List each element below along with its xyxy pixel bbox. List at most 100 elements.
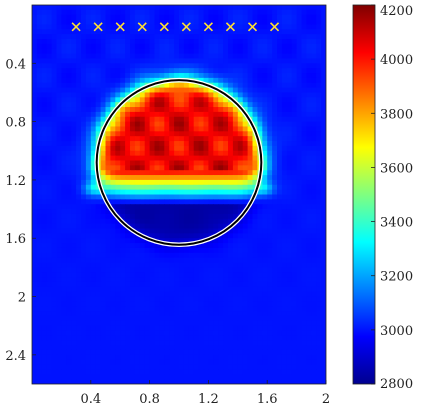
heatmap-cell xyxy=(41,9,48,16)
heatmap-cell xyxy=(134,354,141,361)
heatmap-cell xyxy=(32,131,38,137)
heatmap-cell xyxy=(213,277,219,283)
heatmap-cell xyxy=(203,24,209,30)
heatmap-cell xyxy=(71,306,77,312)
heatmap-cell xyxy=(105,238,111,244)
heatmap-cell xyxy=(115,63,121,69)
heatmap-cell xyxy=(281,233,288,239)
heatmap-cell xyxy=(154,267,160,273)
heatmap-cell xyxy=(272,155,278,162)
heatmap-cell xyxy=(159,63,165,69)
heatmap-cell xyxy=(174,379,180,384)
heatmap-cell xyxy=(95,272,102,278)
heatmap-cell xyxy=(281,184,288,191)
heatmap-cell xyxy=(306,136,312,142)
heatmap-cell xyxy=(232,87,239,94)
heatmap-cell xyxy=(174,97,180,103)
heatmap-cell xyxy=(228,262,234,268)
heatmap-cell xyxy=(286,238,293,244)
heatmap-cell xyxy=(169,330,175,337)
heatmap-cell xyxy=(218,145,224,152)
heatmap-cell xyxy=(316,34,322,40)
heatmap-cell xyxy=(115,340,121,346)
heatmap-cell xyxy=(223,306,229,312)
heatmap-cell xyxy=(81,233,87,239)
heatmap-cell xyxy=(277,199,283,205)
heatmap-cell xyxy=(208,39,214,45)
heatmap-cell xyxy=(179,223,185,230)
heatmap-cell xyxy=(130,262,136,268)
heatmap-cell xyxy=(252,213,258,220)
heatmap-cell xyxy=(213,306,219,312)
heatmap-cell xyxy=(81,73,87,79)
heatmap-cell xyxy=(46,87,53,94)
heatmap-cell xyxy=(203,121,209,128)
heatmap-cell xyxy=(36,121,43,128)
heatmap-cell xyxy=(95,58,102,64)
heatmap-cell xyxy=(105,194,111,200)
heatmap-cell xyxy=(223,311,229,317)
heatmap-cell xyxy=(272,170,278,176)
heatmap-cell xyxy=(120,107,126,113)
heatmap-cell xyxy=(51,354,58,361)
heatmap-cell xyxy=(291,29,298,35)
heatmap-cell xyxy=(164,286,170,293)
heatmap-cell xyxy=(267,111,273,118)
heatmap-cell xyxy=(85,306,92,312)
heatmap-cell xyxy=(277,14,283,21)
heatmap-cell xyxy=(281,243,288,249)
heatmap-cell xyxy=(134,325,141,332)
heatmap-cell xyxy=(296,257,303,264)
heatmap-cell xyxy=(134,204,141,210)
heatmap-cell xyxy=(272,228,278,234)
heatmap-cell xyxy=(257,111,263,118)
heatmap-cell xyxy=(306,43,312,50)
heatmap-cell xyxy=(311,160,317,166)
heatmap-cell xyxy=(286,165,293,171)
heatmap-cell xyxy=(76,73,82,79)
heatmap-cell xyxy=(81,291,87,298)
heatmap-cell xyxy=(169,24,175,30)
heatmap-cell xyxy=(71,102,77,108)
heatmap-cell xyxy=(286,29,293,35)
heatmap-cell xyxy=(193,48,200,55)
heatmap-cell xyxy=(66,165,72,171)
heatmap-cell xyxy=(32,58,38,64)
heatmap-cell xyxy=(301,53,307,60)
heatmap-cell xyxy=(291,126,298,132)
heatmap-cell xyxy=(61,53,67,60)
heatmap-cell xyxy=(198,29,205,35)
heatmap-cell xyxy=(41,24,48,30)
heatmap-cell xyxy=(272,272,278,278)
heatmap-cell xyxy=(159,223,165,230)
heatmap-cell xyxy=(203,364,209,371)
heatmap-cell xyxy=(306,73,312,79)
heatmap-cell xyxy=(41,374,48,380)
heatmap-cell xyxy=(41,107,48,113)
heatmap-cell xyxy=(115,141,121,147)
heatmap-cell xyxy=(164,349,170,356)
heatmap-cell xyxy=(71,141,77,147)
heatmap-cell xyxy=(125,281,131,288)
heatmap-cell xyxy=(139,5,146,11)
heatmap-cell xyxy=(169,131,175,137)
heatmap-cell xyxy=(164,14,170,21)
heatmap-cell xyxy=(257,277,263,283)
heatmap-cell xyxy=(154,247,160,254)
heatmap-cell xyxy=(213,301,219,307)
heatmap-cell xyxy=(139,340,146,346)
heatmap-cell xyxy=(188,320,195,327)
heatmap-cell xyxy=(228,330,234,337)
heatmap-cell xyxy=(198,170,205,176)
heatmap-cell xyxy=(105,82,111,89)
heatmap-cell xyxy=(193,97,200,103)
heatmap-cell xyxy=(169,29,175,35)
heatmap-cell xyxy=(110,349,116,356)
heatmap-cell xyxy=(291,291,298,298)
heatmap-cell xyxy=(139,311,146,317)
heatmap-cell xyxy=(51,145,58,152)
heatmap-cell xyxy=(100,141,107,147)
heatmap-cell xyxy=(154,111,160,118)
source-marker xyxy=(247,22,258,32)
